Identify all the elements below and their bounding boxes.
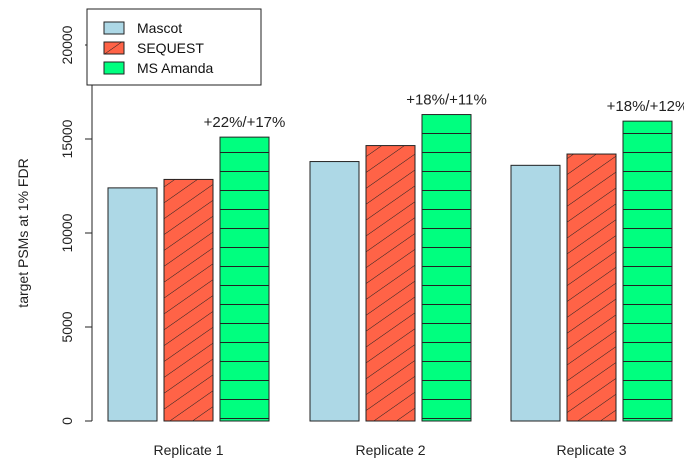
annotations: +22%/+17% +18%/+11% +18%/+12% [204,92,684,132]
x-category-label: Replicate 3 [556,442,626,458]
x-category-label: Replicate 1 [153,442,223,458]
y-tick-label: 0 [59,417,75,425]
bar-mascot-3 [510,164,561,422]
legend-label: SEQUEST [137,40,204,56]
bar-sequest-2 [365,145,416,422]
bar-mascot-1 [107,187,158,422]
annotation-label: +22%/+17% [204,114,286,131]
bar-ms-amanda-3 [622,120,673,422]
y-axis: 0 5000 10000 15000 20000 [59,25,93,425]
bar-sequest-3 [566,153,617,422]
legend: Mascot SEQUEST MS Amanda [86,8,262,86]
bar-sequest-1 [163,178,214,422]
bars-group [107,114,673,422]
legend-label: MS Amanda [137,60,213,76]
bar-ms-amanda-1 [219,136,270,422]
legend-swatch-mascot [103,21,125,35]
y-tick-label: 5000 [59,311,75,342]
x-category-label: Replicate 2 [355,442,425,458]
annotation-label: +18%/+12% [607,98,684,115]
legend-swatch-ms-amanda [103,61,125,75]
x-axis-labels: Replicate 1 Replicate 2 Replicate 3 [153,442,626,458]
y-tick-label: 15000 [59,119,75,158]
annotation-label: +18%/+11% [406,92,487,109]
y-axis-title: target PSMs at 1% FDR [15,158,31,307]
y-tick-label: 10000 [59,213,75,252]
bar-mascot-2 [309,161,360,422]
legend-swatch-sequest [103,41,125,55]
y-tick-label: 20000 [59,25,75,64]
bar-ms-amanda-2 [421,114,472,422]
legend-label: Mascot [137,20,182,36]
